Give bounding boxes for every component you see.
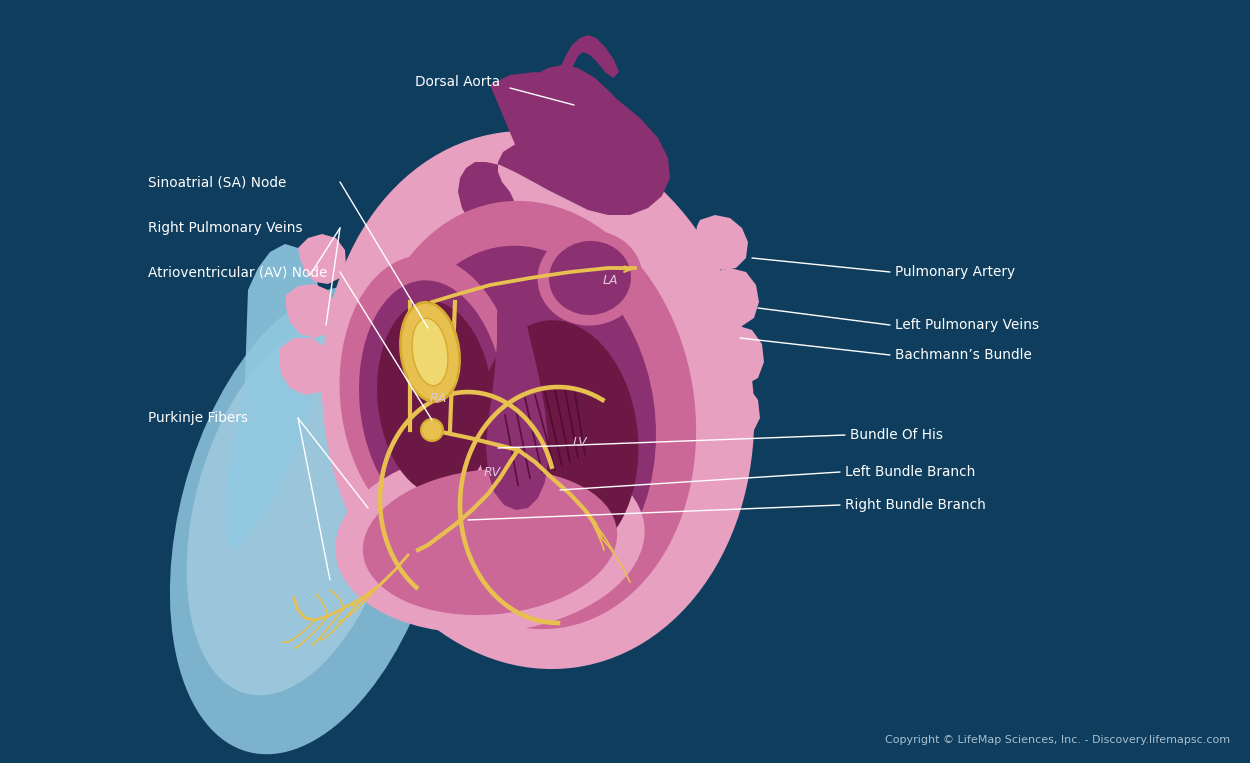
Polygon shape [704,382,760,440]
Ellipse shape [421,419,442,441]
Ellipse shape [378,301,492,495]
Polygon shape [704,268,759,326]
Text: Left Pulmonary Veins: Left Pulmonary Veins [895,318,1039,332]
Ellipse shape [186,325,404,695]
Polygon shape [298,234,346,284]
Polygon shape [279,338,332,395]
Polygon shape [286,284,336,338]
Ellipse shape [335,447,645,633]
Ellipse shape [340,256,520,535]
Ellipse shape [400,302,460,401]
Text: Bachmann’s Bundle: Bachmann’s Bundle [895,348,1031,362]
Text: RA: RA [430,391,446,404]
Text: Right Bundle Branch: Right Bundle Branch [845,498,986,512]
Polygon shape [510,65,638,175]
Ellipse shape [538,230,642,326]
Text: Dorsal Aorta: Dorsal Aorta [415,75,500,89]
Text: Sinoatrial (SA) Node: Sinoatrial (SA) Node [148,175,286,189]
Ellipse shape [412,318,447,386]
Ellipse shape [359,280,505,520]
Polygon shape [486,290,548,510]
Text: RV: RV [484,465,500,478]
Ellipse shape [321,131,754,669]
Text: Left Bundle Branch: Left Bundle Branch [845,465,975,479]
Text: Bundle Of His: Bundle Of His [850,428,942,442]
Ellipse shape [364,201,696,629]
Ellipse shape [549,241,631,315]
Text: Right Pulmonary Veins: Right Pulmonary Veins [148,221,302,235]
Ellipse shape [478,320,639,560]
Ellipse shape [170,286,450,755]
Polygon shape [707,325,764,385]
Text: Atrioventricular (AV) Node: Atrioventricular (AV) Node [148,265,328,279]
Ellipse shape [394,246,656,594]
Polygon shape [458,72,670,238]
Polygon shape [560,35,619,78]
Text: Copyright © LifeMap Sciences, Inc. - Discovery.lifemapsc.com: Copyright © LifeMap Sciences, Inc. - Dis… [885,735,1230,745]
Text: LV: LV [572,436,588,449]
Text: Purkinje Fibers: Purkinje Fibers [148,411,248,425]
Text: Pulmonary Artery: Pulmonary Artery [895,265,1015,279]
Polygon shape [225,244,322,548]
Text: LA: LA [602,273,618,286]
Polygon shape [695,215,748,270]
Ellipse shape [362,469,618,615]
